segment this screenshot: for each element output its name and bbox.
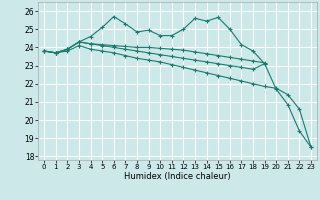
- X-axis label: Humidex (Indice chaleur): Humidex (Indice chaleur): [124, 172, 231, 181]
